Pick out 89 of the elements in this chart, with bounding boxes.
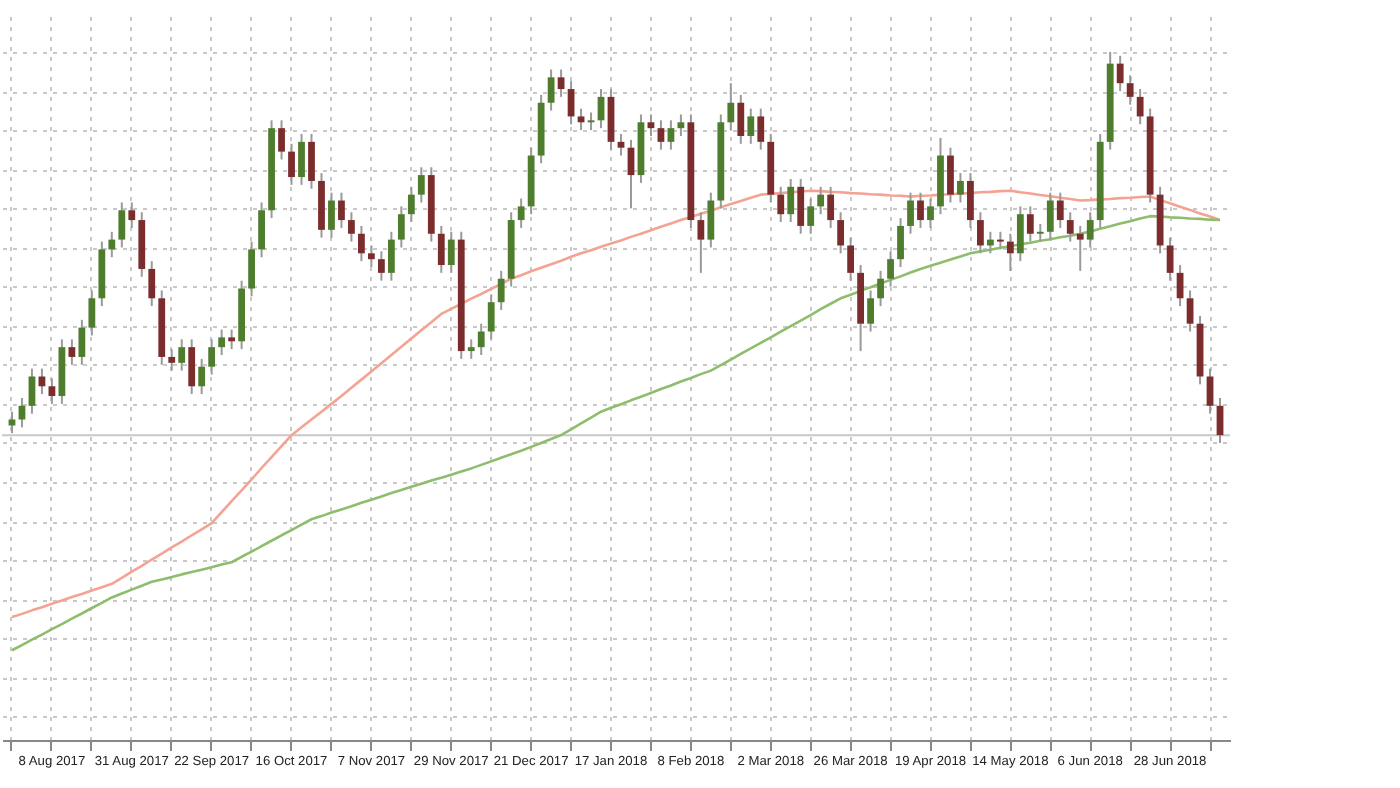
candlestick bbox=[817, 185, 825, 216]
candlestick bbox=[397, 205, 405, 249]
candlestick bbox=[1056, 191, 1064, 229]
candlestick bbox=[487, 293, 495, 341]
candlestick bbox=[697, 211, 705, 274]
candlestick bbox=[957, 172, 964, 204]
candlestick bbox=[338, 191, 345, 229]
candlestick bbox=[78, 318, 86, 366]
candlestick bbox=[168, 348, 176, 372]
candlestick bbox=[787, 178, 795, 224]
candlestick bbox=[1036, 222, 1044, 243]
candlestick bbox=[667, 119, 675, 151]
candlestick bbox=[477, 322, 485, 356]
candlestick bbox=[118, 201, 126, 249]
candlestick bbox=[1186, 289, 1194, 333]
candlestick bbox=[907, 191, 914, 235]
candlestick bbox=[977, 211, 984, 255]
candlestick bbox=[1066, 211, 1074, 243]
candlestick bbox=[1086, 211, 1094, 249]
candlestick bbox=[777, 185, 785, 224]
candlestick bbox=[797, 178, 805, 235]
candlestick bbox=[547, 68, 555, 112]
candlestick bbox=[228, 328, 236, 351]
candlestick bbox=[387, 230, 395, 282]
candlestick bbox=[1016, 205, 1024, 263]
candlestick bbox=[1116, 54, 1124, 93]
candlestick bbox=[737, 93, 745, 145]
candlestick bbox=[897, 217, 904, 268]
candlestick bbox=[847, 236, 855, 282]
candlestick bbox=[148, 260, 156, 308]
candlestick bbox=[557, 68, 565, 98]
candlestick bbox=[348, 211, 355, 243]
candlestick bbox=[1136, 88, 1144, 126]
candlestick bbox=[198, 357, 206, 396]
candlestick bbox=[1166, 236, 1174, 282]
candlestick bbox=[1076, 224, 1084, 272]
candlestick bbox=[248, 240, 255, 298]
candlestick bbox=[188, 338, 196, 396]
candlestick bbox=[707, 191, 715, 249]
candlestick bbox=[218, 328, 226, 356]
candlestick bbox=[807, 197, 815, 235]
candlestick bbox=[757, 107, 765, 151]
candlestick bbox=[917, 191, 924, 229]
candlestick bbox=[747, 107, 755, 145]
candlestick bbox=[497, 269, 505, 312]
candlestick bbox=[1026, 205, 1034, 243]
candlestick bbox=[18, 397, 26, 429]
candlestick bbox=[467, 338, 475, 360]
candlestick bbox=[407, 185, 415, 224]
candlestick bbox=[288, 142, 295, 186]
candlestick bbox=[258, 201, 265, 259]
candlestick bbox=[517, 197, 525, 229]
candlestick bbox=[68, 338, 76, 366]
candlestick bbox=[358, 224, 365, 263]
candlestick bbox=[308, 133, 315, 190]
candlestick bbox=[1126, 74, 1134, 106]
candlestick bbox=[48, 377, 56, 405]
candlestick bbox=[647, 113, 655, 137]
candlestick bbox=[617, 133, 625, 157]
candlestick bbox=[447, 230, 455, 274]
candlestick bbox=[727, 82, 735, 132]
candlestick bbox=[298, 133, 305, 186]
candlestick bbox=[657, 119, 665, 151]
candlestick bbox=[28, 367, 36, 415]
candlestick bbox=[887, 250, 894, 288]
candlestick bbox=[967, 172, 974, 229]
candlestick bbox=[1006, 232, 1014, 272]
candlestick bbox=[38, 367, 46, 396]
candlestick bbox=[88, 289, 96, 337]
candlestick bbox=[677, 113, 685, 137]
candlestick bbox=[278, 119, 285, 161]
candlestick bbox=[827, 185, 835, 229]
candlestick bbox=[208, 338, 216, 376]
candlestick bbox=[577, 107, 585, 132]
candlestick bbox=[437, 224, 445, 274]
candlestick bbox=[1046, 191, 1054, 241]
candlestick bbox=[178, 338, 186, 372]
candlestick bbox=[927, 197, 934, 229]
candlestick bbox=[837, 211, 845, 255]
candlestick bbox=[108, 230, 116, 259]
candlestick bbox=[368, 244, 375, 268]
candlestick bbox=[377, 250, 385, 282]
candlestick bbox=[1206, 367, 1214, 415]
candlestick bbox=[867, 289, 874, 333]
candlestick bbox=[947, 146, 954, 204]
candlestick bbox=[328, 191, 335, 239]
candlestick bbox=[417, 166, 425, 204]
candlestick bbox=[877, 269, 884, 308]
candlestick bbox=[128, 201, 136, 229]
